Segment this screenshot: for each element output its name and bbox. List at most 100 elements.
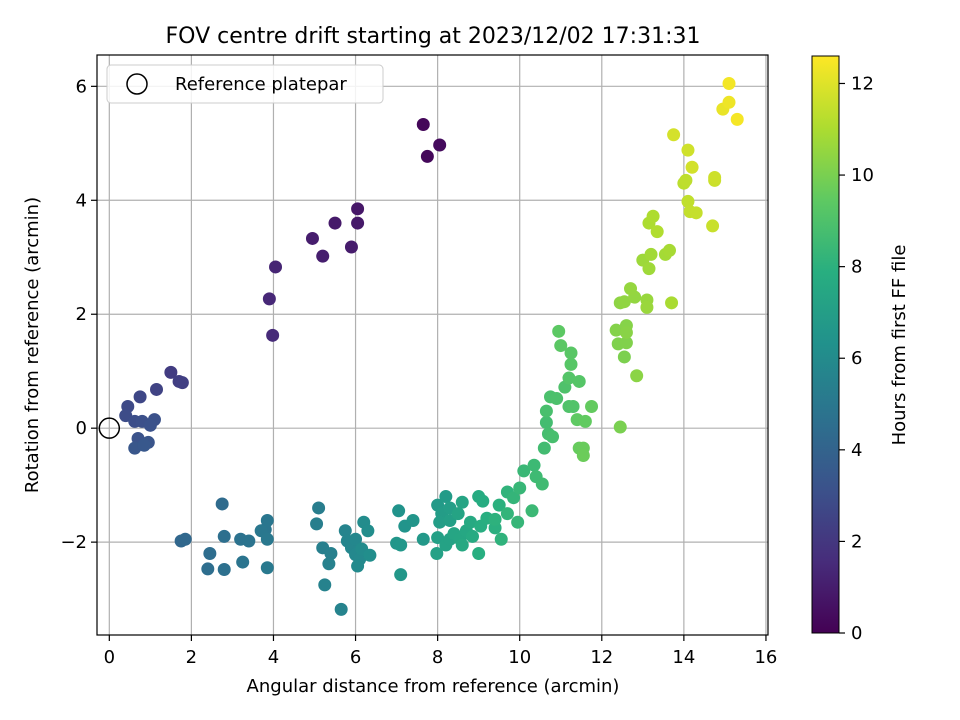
data-point [416, 118, 430, 132]
data-point [203, 547, 217, 561]
data-point [640, 300, 654, 314]
colorbar-tick-label: 10 [851, 165, 874, 186]
data-point [476, 494, 490, 508]
data-point [236, 555, 250, 569]
x-tick-label: 2 [186, 647, 197, 668]
y-tick-label: 0 [76, 418, 87, 439]
colorbar-tick-label: 2 [851, 531, 862, 552]
data-point [439, 490, 453, 504]
y-tick-label: 2 [76, 304, 87, 325]
data-point [617, 350, 631, 364]
data-point [562, 371, 576, 385]
data-point [269, 260, 283, 274]
data-point [527, 458, 541, 472]
data-point [430, 547, 444, 561]
data-point [550, 392, 564, 406]
data-point [175, 376, 189, 390]
data-point [578, 414, 592, 428]
data-point [455, 538, 469, 552]
data-point [665, 296, 679, 310]
colorbar-ticks: 0 2 4 6 8 10 12 [839, 73, 874, 644]
scatter-points [119, 76, 744, 616]
data-point [215, 497, 229, 511]
chart-title: FOV centre drift starting at 2023/12/02 … [166, 24, 701, 49]
legend-box [106, 64, 384, 104]
data-point [433, 138, 447, 152]
data-point [416, 532, 430, 546]
reference-platepar-marker [98, 417, 121, 439]
legend-label: Reference platepar [175, 74, 347, 95]
data-point [312, 501, 326, 515]
data-point [650, 225, 664, 239]
data-point [260, 532, 274, 546]
x-tick-label: 12 [590, 647, 613, 668]
colorbar-tick-label: 6 [851, 348, 862, 369]
data-point [722, 95, 736, 109]
x-tick-label: 14 [672, 647, 695, 668]
data-point [617, 295, 631, 309]
data-point [262, 292, 276, 306]
data-point [392, 504, 406, 518]
data-point [685, 160, 699, 174]
x-tick-label: 4 [268, 647, 279, 668]
data-point [324, 547, 338, 561]
data-point [507, 491, 521, 505]
data-point [133, 390, 147, 404]
data-point [394, 568, 408, 582]
data-point [646, 209, 660, 223]
data-point [679, 173, 693, 187]
data-point [316, 249, 330, 263]
data-point [310, 517, 324, 531]
legend-marker-icon [126, 73, 148, 95]
y-axis-label: Rotation from reference (arcmin) [22, 197, 43, 493]
data-point [681, 194, 695, 208]
data-point [552, 324, 566, 338]
data-point [260, 561, 274, 575]
data-point [344, 240, 358, 254]
data-point [338, 524, 352, 538]
data-point [537, 441, 551, 455]
data-point [539, 404, 553, 418]
data-point [466, 529, 480, 543]
data-point [689, 206, 703, 220]
data-point [494, 532, 508, 546]
data-point [463, 515, 477, 529]
data-point [613, 420, 627, 434]
colorbar-tick-label: 4 [851, 440, 862, 461]
data-point [511, 515, 525, 529]
data-point [564, 346, 578, 360]
data-point [539, 415, 553, 429]
data-point [322, 557, 336, 571]
data-point [164, 365, 178, 379]
data-point [150, 382, 164, 396]
x-tick-label: 0 [104, 647, 115, 668]
y-tick-label: −2 [60, 532, 87, 553]
x-tick-label: 8 [432, 647, 443, 668]
data-point [363, 548, 377, 562]
x-axis-ticks: 0 2 4 6 8 10 12 14 16 [104, 635, 777, 668]
legend: Reference platepar [106, 64, 384, 104]
y-tick-label: 4 [76, 190, 87, 211]
data-point [361, 524, 375, 538]
data-point [619, 336, 633, 350]
data-point [624, 282, 638, 296]
data-point [318, 578, 332, 592]
x-axis-label: Angular distance from reference (arcmin) [247, 676, 620, 697]
data-point [500, 507, 514, 521]
x-tick-label: 6 [350, 647, 361, 668]
data-point [242, 534, 256, 548]
data-point [609, 323, 623, 337]
data-point [706, 219, 720, 233]
x-tick-label: 10 [508, 647, 531, 668]
colorbar [811, 55, 840, 634]
colorbar-label: Hours from first FF file [889, 245, 910, 446]
data-point [566, 400, 580, 414]
data-point [585, 400, 599, 414]
data-point [328, 216, 342, 230]
data-point [546, 430, 560, 444]
data-point [351, 216, 365, 230]
data-point [406, 513, 420, 527]
grid-lines [97, 55, 768, 635]
data-point [143, 418, 157, 432]
x-tick-label: 16 [754, 647, 777, 668]
